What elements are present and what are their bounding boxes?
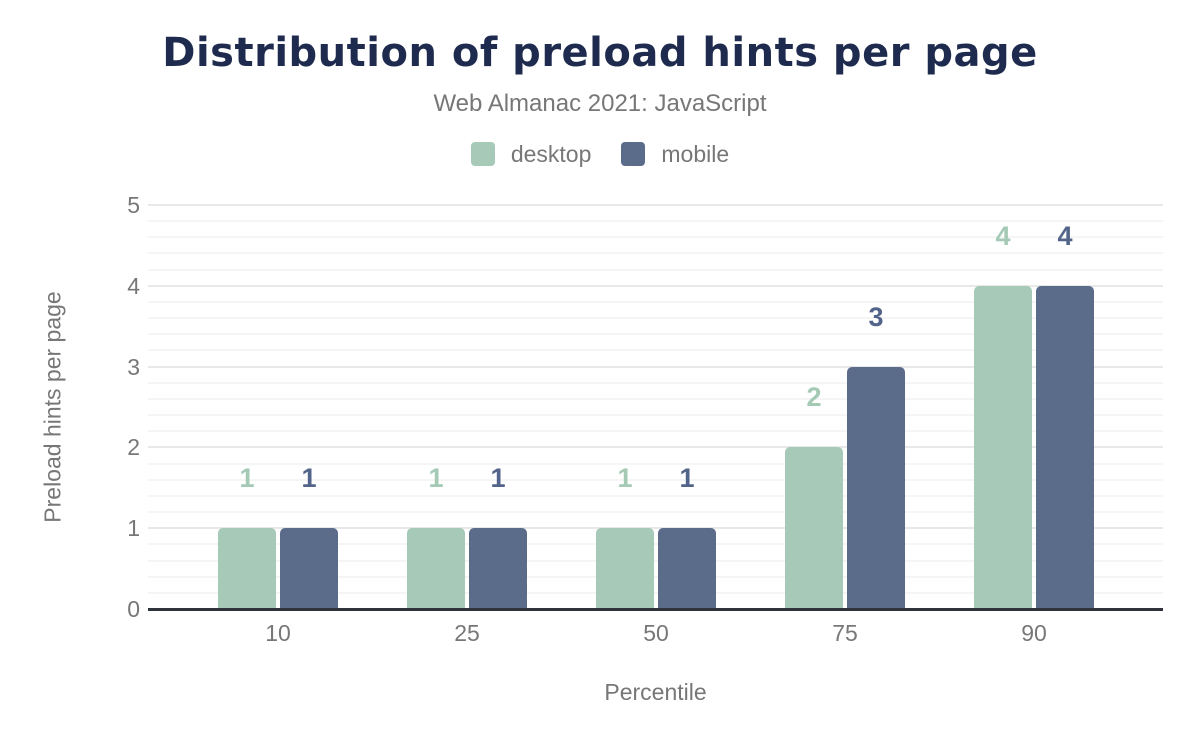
bar-value-label-desktop-p90: 4 — [995, 221, 1011, 251]
x-tick-25: 25 — [454, 620, 480, 646]
major-gridline — [148, 527, 1163, 530]
bar-mobile-p25 — [469, 528, 527, 609]
chart-subtitle: Web Almanac 2021: JavaScript — [433, 90, 767, 117]
bar-value-label-mobile-p75: 3 — [868, 302, 884, 332]
minor-gridline — [148, 494, 1163, 497]
minor-gridline — [148, 220, 1163, 223]
minor-gridline — [148, 462, 1163, 465]
bar-desktop-p90 — [974, 286, 1032, 609]
minor-gridline — [148, 300, 1163, 303]
x-tick-50: 50 — [643, 620, 669, 646]
y-tick-3: 3 — [127, 353, 140, 380]
legend: desktop mobile — [0, 140, 1200, 168]
minor-gridline — [148, 478, 1163, 481]
chart-title: Distribution of preload hints per page — [162, 30, 1038, 76]
major-gridline — [148, 446, 1163, 449]
minor-gridline — [148, 317, 1163, 320]
minor-gridline — [148, 349, 1163, 352]
bar-value-label-mobile-p10: 1 — [301, 463, 317, 493]
y-tick-4: 4 — [127, 272, 140, 299]
minor-gridline — [148, 575, 1163, 578]
legend-swatch-mobile — [621, 142, 646, 166]
y-tick-0: 0 — [127, 596, 140, 622]
x-axis-title: Percentile — [604, 679, 707, 705]
bar-desktop-p25 — [407, 528, 465, 609]
minor-gridline — [148, 430, 1163, 433]
bar-value-label-desktop-p75: 2 — [806, 382, 822, 412]
minor-gridline — [148, 236, 1163, 239]
minor-gridline — [148, 559, 1163, 562]
minor-gridline — [148, 333, 1163, 336]
bar-value-label-mobile-p25: 1 — [490, 463, 506, 493]
minor-gridline — [148, 397, 1163, 400]
minor-gridline — [148, 268, 1163, 271]
x-tick-75: 75 — [832, 620, 858, 646]
bar-value-label-desktop-p50: 1 — [617, 463, 633, 493]
legend-item-mobile: mobile — [621, 141, 729, 168]
minor-gridline — [148, 511, 1163, 514]
bar-desktop-p50 — [596, 528, 654, 609]
bar-desktop-p10 — [218, 528, 276, 609]
y-tick-1: 1 — [127, 515, 140, 542]
bar-desktop-p75 — [785, 447, 843, 609]
y-tick-2: 2 — [127, 434, 140, 461]
bar-value-label-mobile-p90: 4 — [1057, 221, 1073, 251]
y-axis-title: Preload hints per page — [39, 291, 66, 523]
legend-label: mobile — [661, 140, 730, 167]
minor-gridline — [148, 543, 1163, 546]
major-gridline — [148, 284, 1163, 287]
major-gridline — [148, 204, 1163, 206]
y-tick-5: 5 — [127, 192, 140, 218]
minor-gridline — [148, 252, 1163, 255]
minor-gridline — [148, 414, 1163, 417]
x-tick-90: 90 — [1021, 620, 1047, 646]
bar-value-label-desktop-p10: 1 — [239, 463, 255, 493]
bar-value-label-mobile-p50: 1 — [679, 463, 695, 493]
bar-mobile-p90 — [1036, 286, 1094, 609]
bar-mobile-p50 — [658, 528, 716, 609]
bar-mobile-p10 — [280, 528, 338, 609]
x-tick-10: 10 — [265, 620, 291, 646]
bar-value-label-desktop-p25: 1 — [428, 463, 444, 493]
minor-gridline — [148, 381, 1163, 384]
major-gridline — [148, 365, 1163, 368]
legend-swatch-desktop — [470, 142, 495, 166]
minor-gridline — [148, 591, 1163, 594]
legend-item-desktop: desktop — [470, 140, 592, 168]
plot-area: 1 1 1 1 1 1 2 3 4 4 — [148, 204, 1163, 611]
x-axis-line — [148, 608, 1163, 611]
bar-mobile-p75 — [847, 367, 905, 609]
legend-label: desktop — [510, 140, 592, 167]
